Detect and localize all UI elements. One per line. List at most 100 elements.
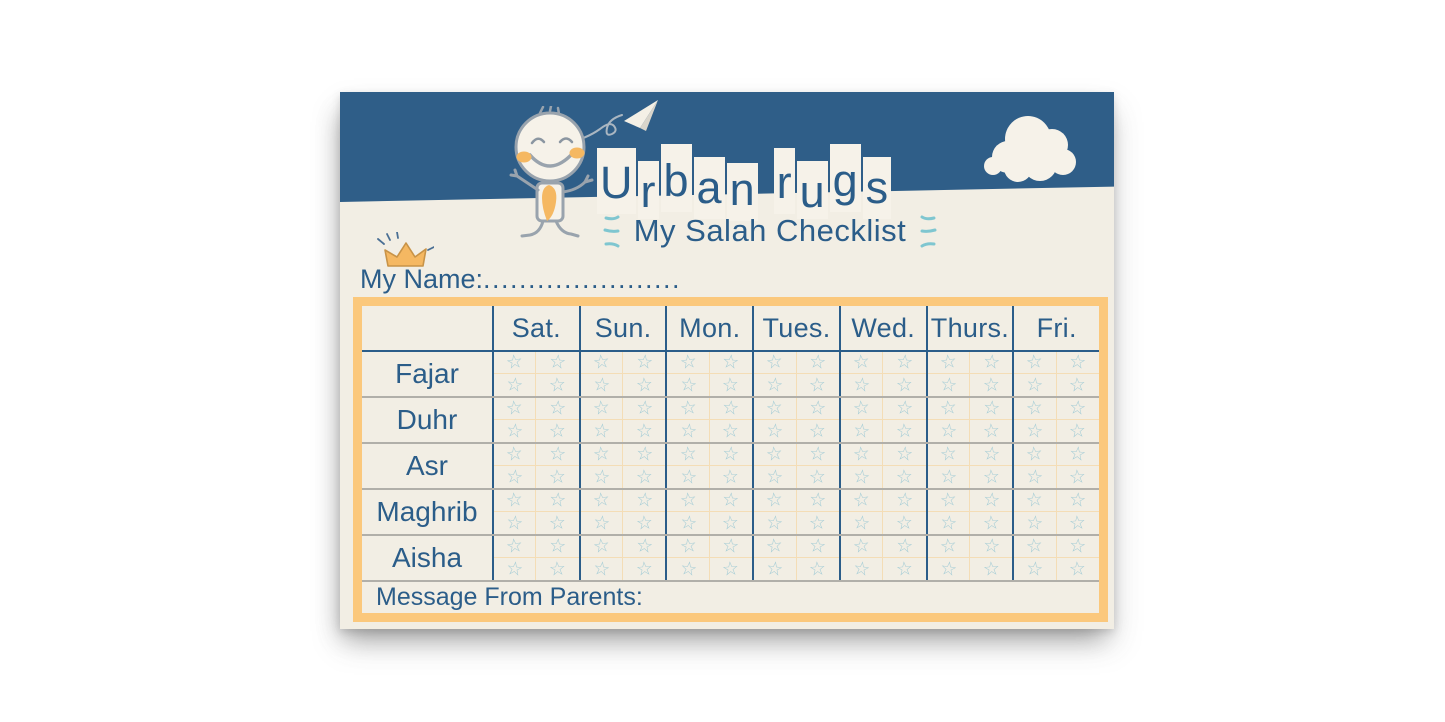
star-slot: ☆ — [1014, 488, 1057, 512]
logo-letter-tile: s — [862, 157, 892, 219]
star-slot: ☆ — [623, 442, 666, 466]
star-slot: ☆ — [754, 418, 797, 443]
star-icon: ☆ — [808, 510, 828, 535]
star-slot: ☆ — [754, 488, 797, 512]
star-icon: ☆ — [504, 372, 525, 397]
star-slot: ☆ — [623, 465, 665, 488]
star-slot: ☆ — [1014, 418, 1057, 443]
star-icon: ☆ — [721, 510, 741, 535]
star-cell: ☆ ☆ ☆ ☆ — [838, 534, 926, 581]
star-slot: ☆ — [970, 557, 1012, 580]
star-icon: ☆ — [851, 372, 872, 397]
star-cell: ☆ ☆ ☆ ☆ — [1012, 441, 1100, 489]
star-slot: ☆ — [797, 556, 839, 581]
star-cell: ☆ ☆ ☆ ☆ — [925, 534, 1013, 581]
day-header: Sat. — [492, 306, 579, 350]
star-icon: ☆ — [548, 372, 567, 397]
logo-letter-tile: g — [829, 144, 861, 212]
star-slot: ☆ — [969, 350, 1013, 374]
star-slot: ☆ — [581, 464, 624, 489]
star-slot: ☆ — [883, 419, 925, 442]
star-icon: ☆ — [894, 464, 914, 489]
star-cell: ☆ ☆ ☆ ☆ — [665, 442, 753, 489]
star-cell: ☆ ☆ ☆ ☆ — [925, 488, 1013, 535]
star-slot: ☆ — [754, 372, 797, 397]
star-icon: ☆ — [1068, 350, 1088, 374]
star-cell: ☆ ☆ ☆ ☆ — [925, 350, 1013, 397]
star-icon: ☆ — [808, 556, 828, 581]
star-slot: ☆ — [840, 442, 884, 466]
star-cell: ☆ ☆ ☆ ☆ — [665, 488, 753, 535]
star-slot: ☆ — [667, 418, 710, 443]
star-slot: ☆ — [1014, 464, 1057, 489]
star-icon: ☆ — [678, 556, 699, 581]
star-icon: ☆ — [938, 418, 959, 443]
star-slot: ☆ — [709, 488, 753, 512]
star-cell: ☆ ☆ ☆ ☆ — [492, 442, 579, 489]
star-icon: ☆ — [938, 395, 959, 421]
star-slot: ☆ — [667, 464, 710, 489]
star-icon: ☆ — [591, 556, 612, 581]
star-icon: ☆ — [504, 464, 525, 489]
star-icon: ☆ — [634, 350, 654, 374]
star-slot: ☆ — [623, 534, 666, 558]
star-slot: ☆ — [928, 556, 970, 581]
star-icon: ☆ — [1068, 442, 1088, 466]
star-slot: ☆ — [536, 488, 579, 512]
star-slot: ☆ — [970, 419, 1012, 442]
table-header-row: Sat. Sun. Mon. Tues. Wed. Thurs. Fri. — [362, 306, 1099, 352]
star-slot: ☆ — [494, 418, 537, 443]
star-slot: ☆ — [970, 373, 1012, 396]
star-icon: ☆ — [721, 464, 741, 489]
star-cell: ☆ ☆ ☆ ☆ — [752, 488, 839, 535]
star-slot: ☆ — [709, 396, 753, 420]
star-slot: ☆ — [841, 510, 884, 535]
star-icon: ☆ — [1068, 534, 1088, 558]
star-slot: ☆ — [494, 488, 537, 512]
star-icon: ☆ — [634, 556, 654, 581]
star-slot: ☆ — [623, 488, 666, 512]
star-icon: ☆ — [1025, 372, 1046, 397]
salah-table: Sat. Sun. Mon. Tues. Wed. Thurs. Fri. Fajar ☆ ☆ ☆ ☆… — [353, 297, 1108, 622]
star-icon: ☆ — [808, 464, 828, 489]
star-icon: ☆ — [721, 556, 741, 581]
star-slot: ☆ — [710, 373, 752, 396]
star-icon: ☆ — [851, 556, 872, 581]
name-row: My Name:...................... — [360, 264, 681, 295]
logo-letter-tile: a — [693, 157, 725, 219]
star-slot: ☆ — [667, 396, 710, 420]
star-slot: ☆ — [754, 442, 797, 466]
star-slot: ☆ — [754, 464, 797, 489]
star-slot: ☆ — [927, 350, 970, 374]
star-cell: ☆ ☆ ☆ ☆ — [492, 534, 579, 581]
star-slot: ☆ — [841, 556, 884, 581]
star-slot: ☆ — [927, 395, 970, 421]
star-slot: ☆ — [709, 534, 753, 558]
star-icon: ☆ — [547, 350, 568, 374]
star-slot: ☆ — [667, 556, 710, 581]
star-icon: ☆ — [894, 510, 914, 535]
star-slot: ☆ — [927, 442, 970, 466]
star-icon: ☆ — [1024, 441, 1045, 467]
star-cell: ☆ ☆ ☆ ☆ — [752, 534, 839, 581]
star-cell: ☆ ☆ ☆ ☆ — [1012, 350, 1100, 397]
star-slot: ☆ — [494, 556, 537, 581]
logo-letter-tile: r — [773, 148, 795, 214]
star-slot: ☆ — [840, 534, 884, 558]
star-slot: ☆ — [623, 556, 665, 581]
star-icon: ☆ — [591, 349, 612, 375]
prayer-label: Fajar — [395, 358, 459, 389]
star-slot: ☆ — [536, 465, 578, 488]
star-icon: ☆ — [851, 487, 872, 513]
star-icon: ☆ — [721, 442, 741, 466]
day-header: Fri. — [1012, 306, 1099, 350]
star-slot: ☆ — [970, 511, 1012, 534]
star-slot: ☆ — [1014, 441, 1057, 467]
star-slot: ☆ — [1056, 488, 1100, 512]
star-icon: ☆ — [504, 349, 525, 375]
star-cell: ☆ ☆ ☆ ☆ — [925, 395, 1013, 443]
star-slot: ☆ — [841, 418, 884, 443]
star-cell: ☆ ☆ ☆ ☆ — [492, 396, 579, 443]
day-header: Thurs. — [925, 306, 1013, 350]
star-icon: ☆ — [938, 464, 959, 489]
